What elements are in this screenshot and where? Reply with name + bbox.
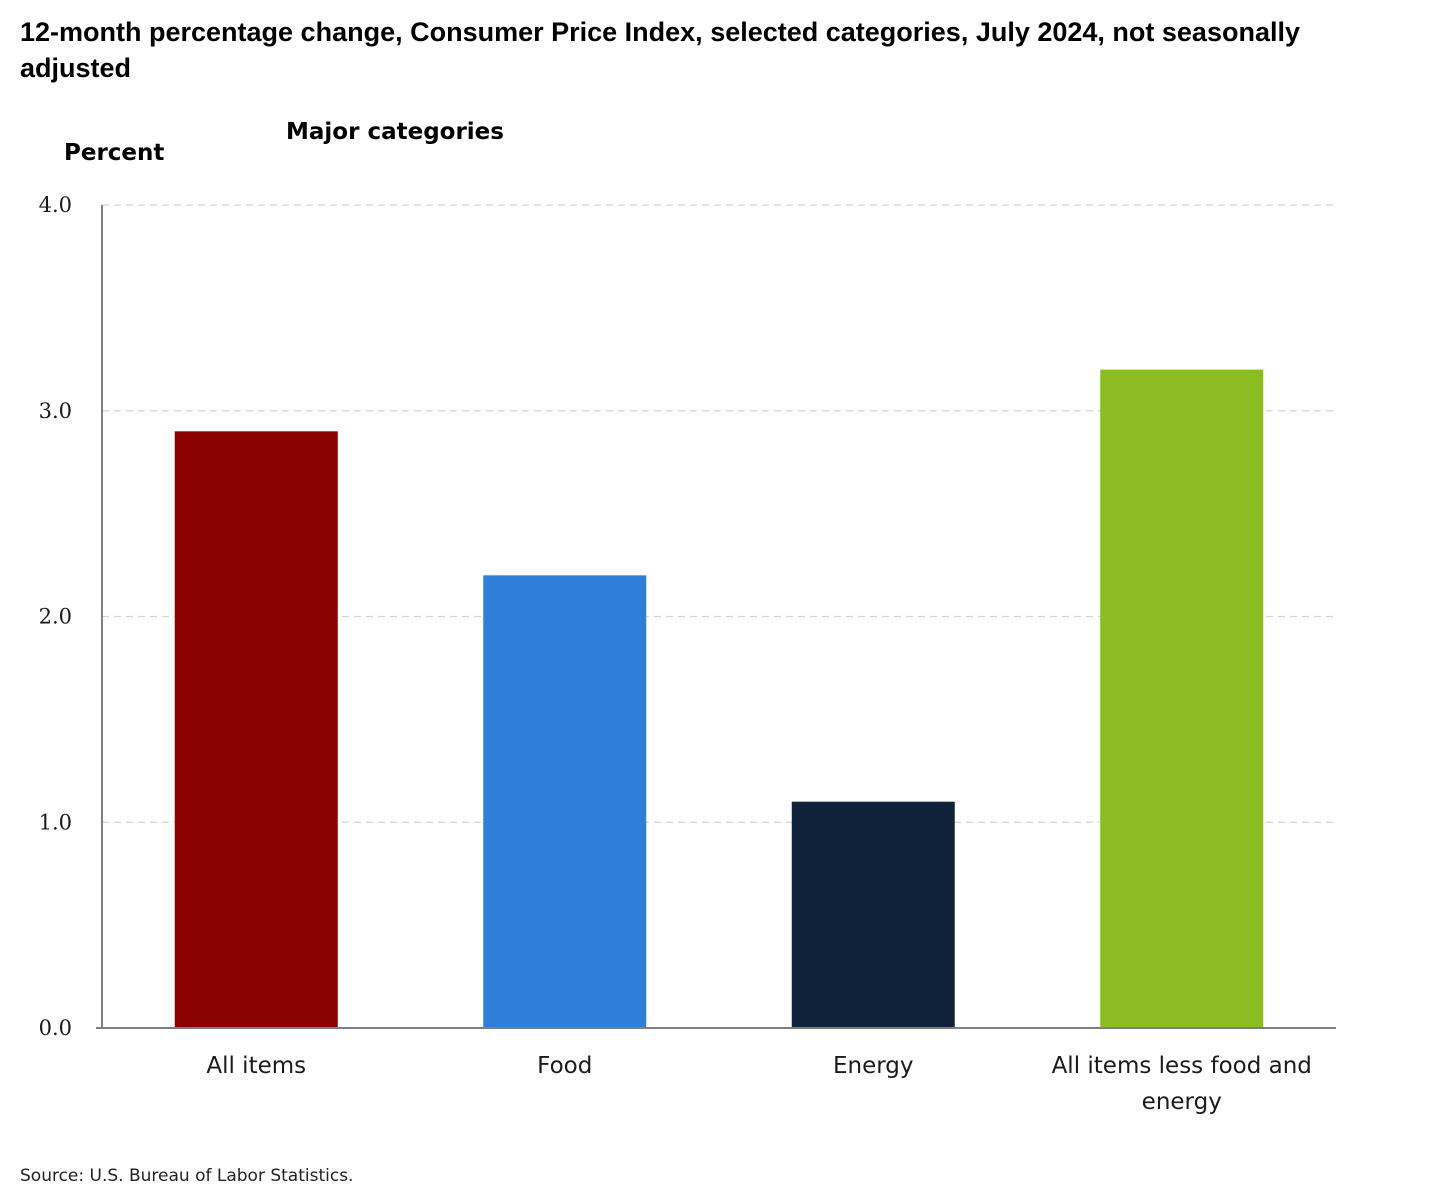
x-tick-label: Energy (833, 1053, 914, 1079)
bars (174, 369, 1264, 1029)
labels: 0.0 1.0 2.0 3.0 4.0 All items Food Energy All it… (39, 193, 1312, 1115)
chart-title: 12-month percentage change, Consumer Pri… (20, 17, 1300, 83)
chart-subtitle: Major categories (286, 119, 504, 145)
x-tick-label: All items (206, 1053, 306, 1079)
y-tick-label: 4.0 (39, 193, 72, 217)
bar (174, 431, 338, 1028)
x-tick-label: All items less food and (1052, 1053, 1312, 1079)
y-axis-label: Percent (64, 140, 165, 166)
y-tick-label: 1.0 (39, 810, 72, 834)
axes (96, 205, 1336, 1029)
y-tick-label: 3.0 (39, 399, 72, 423)
bar (1100, 369, 1264, 1029)
y-tick-label: 2.0 (39, 605, 72, 629)
source-note: Source: U.S. Bureau of Labor Statistics. (20, 1166, 354, 1186)
bar (483, 575, 647, 1028)
y-tick-label: 0.0 (39, 1016, 72, 1040)
bar (791, 801, 955, 1028)
x-tick-label: energy (1142, 1089, 1222, 1115)
x-tick-label: Food (537, 1053, 592, 1079)
